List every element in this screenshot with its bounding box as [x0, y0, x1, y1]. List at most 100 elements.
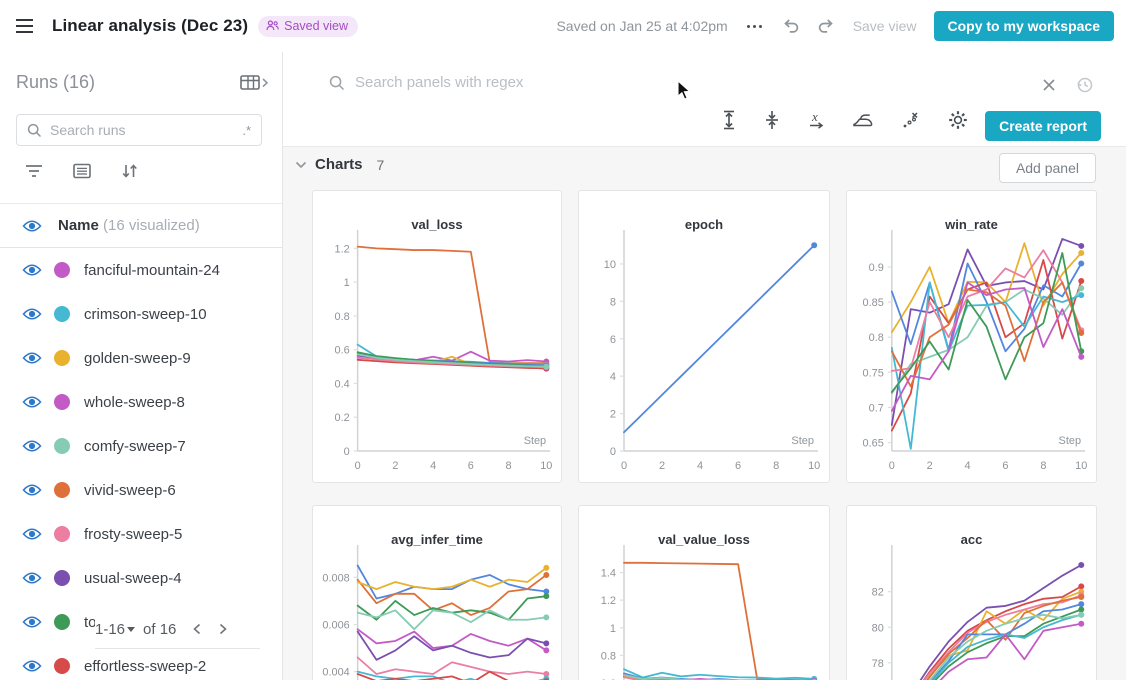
svg-text:2: 2: [610, 409, 616, 421]
chart-epoch: 0 2 4 6 8 10 0 2 4 6 8 10 Step: [604, 230, 820, 472]
expand-vertical-icon[interactable]: [721, 110, 737, 130]
eye-icon[interactable]: [22, 527, 42, 541]
run-row[interactable]: vivid-sweep-6: [0, 468, 282, 512]
svg-text:10: 10: [604, 259, 616, 271]
svg-text:8: 8: [1040, 460, 1046, 472]
gear-icon[interactable]: [948, 110, 968, 130]
svg-text:1: 1: [610, 623, 616, 635]
add-panel-button[interactable]: Add panel: [998, 153, 1096, 183]
saved-timestamp: Saved on Jan 25 at 4:02pm: [556, 18, 728, 34]
svg-text:8: 8: [773, 460, 779, 472]
run-name: vivid-sweep-6: [84, 481, 176, 499]
svg-text:1: 1: [344, 277, 350, 289]
svg-text:0: 0: [621, 460, 627, 472]
run-name: golden-sweep-9: [84, 349, 191, 367]
outliers-icon[interactable]: [901, 110, 921, 130]
save-view-button[interactable]: Save view: [852, 18, 917, 34]
prev-page-icon[interactable]: [192, 623, 202, 635]
run-row[interactable]: crimson-sweep-10: [0, 292, 282, 336]
runs-table-toggle-icon[interactable]: [240, 74, 268, 92]
eye-icon[interactable]: [22, 439, 42, 453]
regex-toggle[interactable]: .*: [242, 122, 251, 138]
eye-icon[interactable]: [22, 351, 42, 365]
svg-text:0.008: 0.008: [322, 572, 349, 584]
svg-text:0: 0: [889, 460, 895, 472]
close-icon[interactable]: [1042, 78, 1056, 92]
eye-icon[interactable]: [22, 615, 42, 629]
chart-panel-epoch[interactable]: epoch 0 2 4 6 8 10 0 2 4 6 8 10 Step: [578, 190, 830, 483]
run-row[interactable]: frosty-sweep-5: [0, 512, 282, 556]
run-color-dot: [54, 614, 70, 630]
run-row[interactable]: comfy-sweep-7: [0, 424, 282, 468]
charts-section-count: 7: [376, 156, 385, 173]
eye-icon[interactable]: [22, 395, 42, 409]
svg-text:Step: Step: [1059, 435, 1082, 447]
smoothing-iron-icon[interactable]: [852, 110, 874, 130]
runs-search-input[interactable]: [50, 122, 235, 138]
page-title: Linear analysis (Dec 23): [52, 16, 249, 35]
eye-icon[interactable]: [22, 571, 42, 585]
charts-section-label[interactable]: Charts: [315, 156, 363, 173]
next-page-icon[interactable]: [218, 623, 228, 635]
eye-icon[interactable]: [22, 263, 42, 277]
group-list-icon[interactable]: [72, 162, 92, 180]
svg-text:80: 80: [872, 622, 884, 634]
svg-text:2: 2: [927, 460, 933, 472]
run-color-dot: [54, 658, 70, 674]
filter-icon[interactable]: [24, 162, 44, 180]
runs-heading: Runs (16): [16, 72, 96, 92]
sort-icon[interactable]: [120, 162, 140, 180]
chart-panel-val_value_loss[interactable]: val_value_loss0.20.40.60.811.21.40246810…: [578, 505, 830, 680]
svg-text:0.8: 0.8: [869, 332, 884, 344]
run-color-dot: [54, 526, 70, 542]
eye-icon[interactable]: [22, 483, 42, 497]
run-list: fanciful-mountain-24 crimson-sweep-10 gold…: [0, 248, 282, 680]
name-column-header: Name (16 visualized): [58, 217, 200, 234]
svg-text:0.7: 0.7: [869, 402, 884, 414]
run-row[interactable]: golden-sweep-9: [0, 336, 282, 380]
svg-text:0.9: 0.9: [869, 262, 884, 274]
search-icon: [27, 123, 42, 137]
x-axis-icon[interactable]: x: [807, 110, 825, 130]
copy-to-workspace-button[interactable]: Copy to my workspace: [933, 11, 1114, 41]
people-icon: [266, 20, 279, 31]
run-row[interactable]: effortless-sweep-2: [0, 644, 282, 680]
run-row[interactable]: whole-sweep-8: [0, 380, 282, 424]
run-name: whole-sweep-8: [84, 393, 185, 411]
page-range-dropdown[interactable]: 1-16: [95, 621, 136, 638]
svg-text:0: 0: [344, 446, 350, 458]
chart-panel-val_loss[interactable]: val_loss 0 0.2 0.4 0.6 0.8 1 1.2 0 2 4 6 8 10 Step: [312, 190, 562, 483]
svg-text:8: 8: [506, 460, 512, 472]
run-row[interactable]: fanciful-mountain-24: [0, 248, 282, 292]
eye-icon[interactable]: [22, 659, 42, 673]
eye-icon[interactable]: [22, 219, 42, 233]
eye-icon[interactable]: [22, 307, 42, 321]
chart-panel-avg_infer_time[interactable]: avg_infer_time0.0020.0040.0060.008024681…: [312, 505, 562, 680]
collapse-vertical-icon[interactable]: [764, 110, 780, 130]
svg-text:0.8: 0.8: [601, 650, 616, 662]
history-icon[interactable]: [1076, 76, 1094, 94]
svg-text:0.85: 0.85: [863, 297, 884, 309]
svg-text:6: 6: [735, 460, 741, 472]
svg-text:Step: Step: [524, 435, 546, 447]
hamburger-menu-icon[interactable]: [16, 15, 38, 37]
svg-text:x: x: [811, 110, 818, 124]
section-collapse-chevron-icon[interactable]: [295, 161, 307, 169]
run-name: effortless-sweep-2: [84, 657, 207, 675]
svg-text:6: 6: [468, 460, 474, 472]
panel-search-input[interactable]: [355, 74, 1086, 91]
svg-text:0.6: 0.6: [601, 678, 616, 680]
undo-icon[interactable]: [781, 17, 800, 35]
create-report-button[interactable]: Create report: [985, 111, 1101, 141]
chart-panel-acc[interactable]: acc74767880820246810Step: [846, 505, 1097, 680]
run-row[interactable]: usual-sweep-4: [0, 556, 282, 600]
svg-text:Step: Step: [791, 435, 814, 447]
redo-icon[interactable]: [817, 17, 836, 35]
runs-pagination: 1-16 of 16: [95, 612, 263, 646]
run-color-dot: [54, 570, 70, 586]
more-options-icon[interactable]: [745, 24, 764, 28]
svg-text:4: 4: [430, 460, 436, 472]
run-color-dot: [54, 394, 70, 410]
chart-panel-win_rate[interactable]: win_rate 0.65 0.7 0.75 0.8 0.85 0.9 0 2 4 6 8 10 Step: [846, 190, 1097, 483]
